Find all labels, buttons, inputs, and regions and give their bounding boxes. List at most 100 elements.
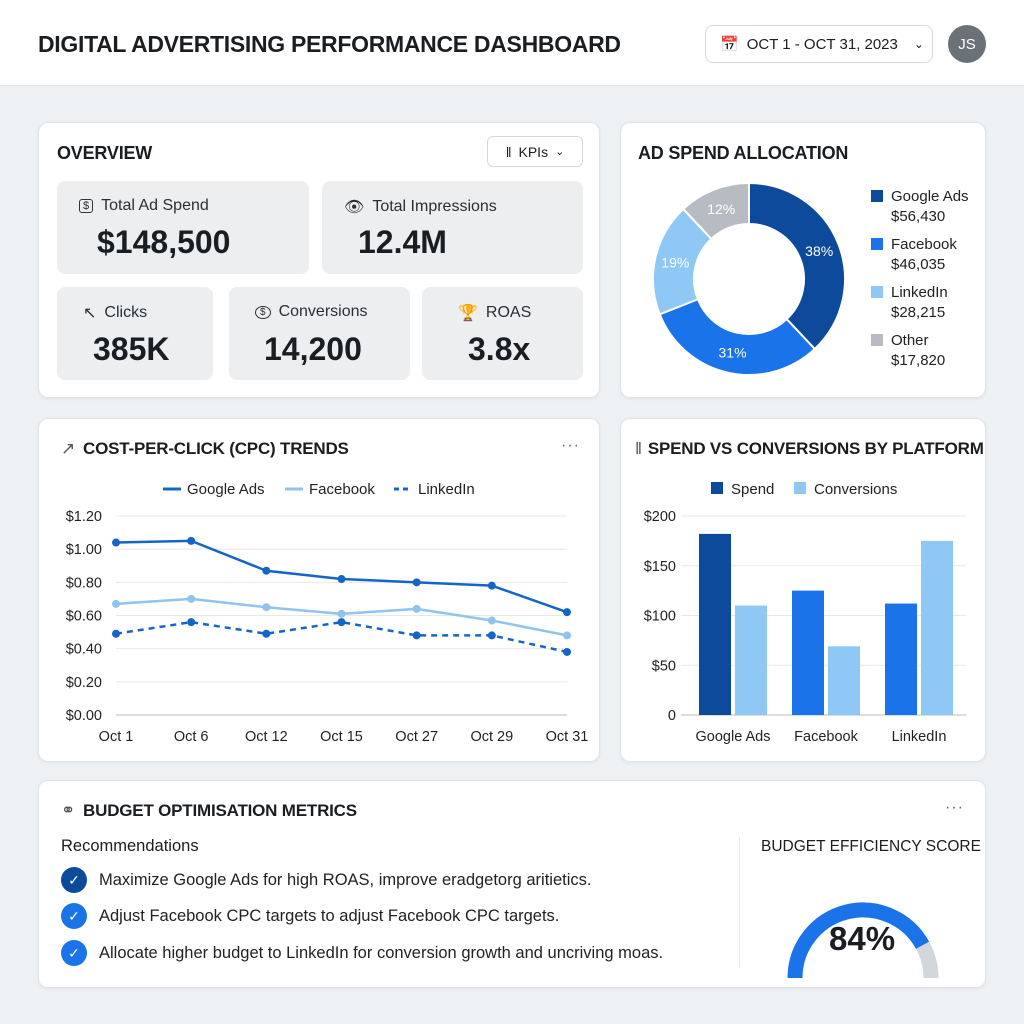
donut-slice-other bbox=[681, 181, 750, 241]
data-point bbox=[112, 629, 120, 638]
legend-label: LinkedIn bbox=[418, 481, 475, 498]
date-range-label: OCT 1 - OCT 31, 2023 bbox=[746, 35, 898, 53]
data-point bbox=[187, 594, 196, 603]
legend-swatch bbox=[871, 286, 883, 298]
kpi-value: 385K bbox=[93, 331, 170, 367]
x-tick-label: Google Ads bbox=[696, 729, 771, 745]
kpi-value: 3.8x bbox=[468, 331, 531, 367]
data-point bbox=[112, 538, 120, 547]
kpis-dropdown[interactable]: ‖ KPIs ⌄ bbox=[487, 136, 583, 167]
recommendations-label: Recommendations bbox=[61, 837, 199, 855]
y-tick-label: $150 bbox=[644, 559, 676, 575]
recommendation-item: ✓ Adjust Facebook CPC targets to adjust F… bbox=[61, 903, 559, 929]
spend-conversions-bar-chart: 0 $50 $100 $150 $200 Spend Conversions Google A… bbox=[644, 481, 966, 745]
bar-conversions bbox=[735, 605, 767, 715]
x-tick-label: Oct 27 bbox=[395, 729, 438, 745]
legend-item: LinkedIn $28,215 bbox=[871, 283, 948, 323]
data-point bbox=[187, 618, 196, 627]
cpc-title: ↗ COST-PER-CLICK (CPC) TRENDS bbox=[61, 439, 349, 459]
date-range-picker[interactable]: 📅 OCT 1 - OCT 31, 2023 ⌄ bbox=[705, 25, 933, 63]
efficiency-gauge bbox=[787, 902, 939, 979]
cursor-click-icon: ↖ bbox=[83, 305, 97, 322]
budget-title: ⚭ BUDGET OPTIMISATION METRICS bbox=[61, 801, 357, 821]
data-point bbox=[563, 631, 571, 640]
kpi-value: 14,200 bbox=[264, 331, 362, 367]
x-tick-label: Oct 1 bbox=[99, 729, 134, 745]
user-avatar[interactable]: JS bbox=[948, 25, 986, 63]
bar-chart-icon: ‖ bbox=[505, 143, 512, 160]
y-tick-label: $200 bbox=[644, 509, 676, 525]
data-point bbox=[262, 566, 271, 575]
legend-amount: $56,430 bbox=[891, 208, 946, 225]
kpi-clicks[interactable]: ↖ Clicks 385K bbox=[57, 287, 213, 380]
y-tick-label: 0 bbox=[668, 708, 676, 724]
kpi-total-ad-spend[interactable]: $ Total Ad Spend $148,500 bbox=[57, 181, 309, 274]
recommendation-item: ✓ Maximize Google Ads for high ROAS, impr… bbox=[61, 867, 591, 893]
data-point bbox=[337, 618, 346, 627]
kpi-total-impressions[interactable]: 👁 Total Impressions 12.4M bbox=[322, 181, 583, 274]
x-tick-label: Oct 15 bbox=[320, 729, 363, 745]
donut-slice-google-ads bbox=[748, 181, 846, 351]
series-line-linkedin bbox=[115, 620, 568, 654]
y-tick-label: $0.40 bbox=[66, 642, 102, 658]
kpis-label: KPIs bbox=[518, 143, 549, 160]
data-point bbox=[487, 631, 496, 640]
y-tick-label: $0.80 bbox=[66, 575, 102, 591]
slice-label: 31% bbox=[719, 345, 747, 361]
kpi-label: Clicks bbox=[104, 304, 148, 321]
legend-item: Other $17,820 bbox=[871, 331, 945, 371]
y-tick-label: $0.00 bbox=[66, 708, 102, 724]
overview-title: OVERVIEW bbox=[57, 143, 153, 163]
more-options-button[interactable]: ··· bbox=[945, 799, 964, 816]
gauge-fill bbox=[787, 902, 930, 979]
bar-spend bbox=[885, 603, 917, 715]
spend-vs-conversions-card: ‖ SPEND VS CONVERSIONS BY PLATFORM 0 $50 $1… bbox=[620, 418, 986, 762]
x-tick-label: Oct 12 bbox=[245, 729, 288, 745]
x-tick-label: Oct 29 bbox=[470, 729, 513, 745]
top-header: DIGITAL ADVERTISING PERFORMANCE DASHBOAR… bbox=[0, 0, 1024, 86]
legend-label: Facebook bbox=[309, 481, 375, 498]
data-point bbox=[337, 609, 346, 618]
dollar-icon: $ bbox=[79, 199, 94, 213]
budget-optimisation-card: ⚭ BUDGET OPTIMISATION METRICS ··· Recomme… bbox=[38, 780, 986, 988]
legend-label: Google Ads bbox=[187, 481, 265, 498]
legend-item: Google Ads $56,430 bbox=[871, 187, 969, 227]
legend-label: Spend bbox=[731, 481, 774, 498]
legend-label: Conversions bbox=[814, 481, 897, 498]
more-options-button[interactable]: ··· bbox=[561, 437, 580, 454]
slice-label: 19% bbox=[661, 255, 689, 271]
legend-amount: $28,215 bbox=[891, 304, 946, 321]
data-point bbox=[187, 536, 196, 545]
x-tick-label: Oct 6 bbox=[174, 729, 209, 745]
kpi-conversions[interactable]: $ Conversions 14,200 bbox=[229, 287, 410, 380]
data-point bbox=[563, 608, 571, 617]
score-value: 84% bbox=[829, 920, 896, 957]
data-point bbox=[262, 629, 271, 638]
y-tick-label: $50 bbox=[652, 658, 676, 674]
kpi-label: Conversions bbox=[278, 303, 368, 320]
allocation-title: AD SPEND ALLOCATION bbox=[638, 143, 849, 163]
trophy-icon: 🏆 bbox=[458, 305, 478, 322]
divider bbox=[739, 837, 740, 967]
kpi-label: ROAS bbox=[485, 304, 532, 321]
data-point bbox=[487, 581, 496, 590]
legend-swatch bbox=[794, 482, 806, 494]
check-circle-icon: ✓ bbox=[61, 903, 87, 929]
legend-swatch bbox=[711, 482, 723, 494]
donut-slice-facebook bbox=[658, 297, 817, 376]
legend-name: Facebook bbox=[891, 236, 957, 253]
data-point bbox=[412, 631, 421, 640]
cpc-trends-card: ↗ COST-PER-CLICK (CPC) TRENDS ··· $0.00 $0… bbox=[38, 418, 600, 762]
data-point bbox=[112, 599, 120, 608]
eye-icon: 👁 bbox=[344, 199, 365, 216]
slice-label: 38% bbox=[805, 243, 833, 259]
recommendation-text: Allocate higher budget to LinkedIn for c… bbox=[99, 943, 664, 962]
kpi-roas[interactable]: 🏆 ROAS 3.8x bbox=[422, 287, 583, 380]
data-point bbox=[487, 616, 496, 625]
bar-conversions bbox=[828, 646, 860, 715]
data-point bbox=[337, 575, 346, 584]
cpc-title-text: COST-PER-CLICK (CPC) TRENDS bbox=[83, 439, 349, 458]
legend-item: Facebook $46,035 bbox=[871, 235, 957, 275]
data-point bbox=[262, 603, 271, 612]
legend-name: Other bbox=[891, 332, 929, 349]
